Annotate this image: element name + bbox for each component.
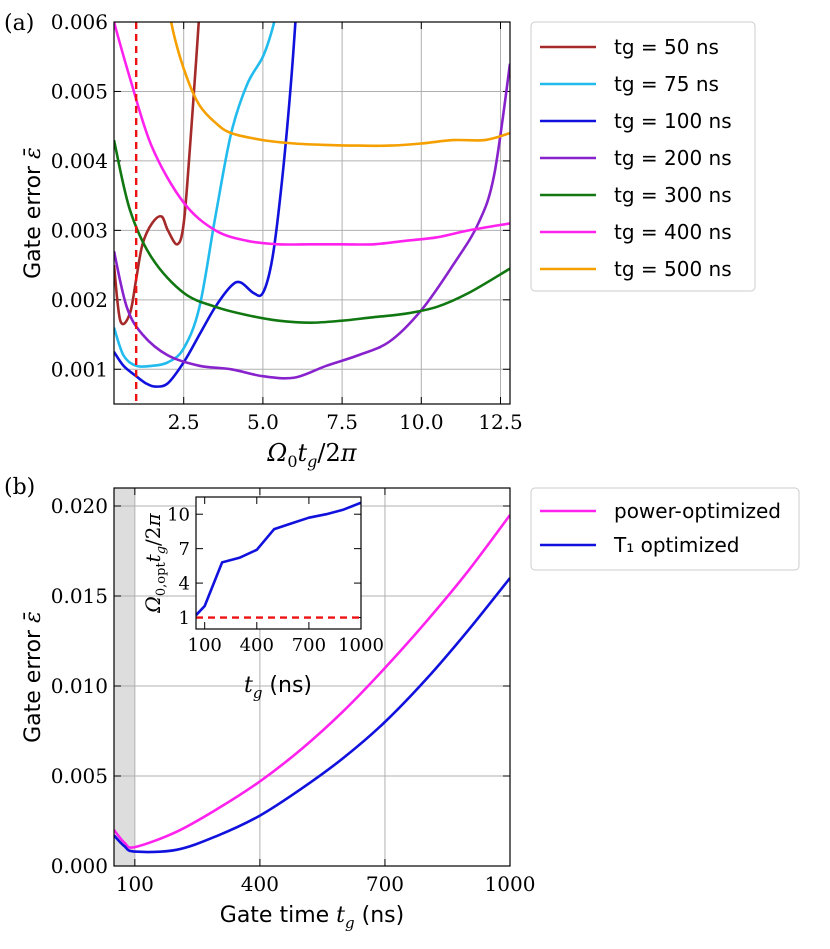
panel-a-ticks: 2.5 5.0 7.5 10.0 12.5 0.001 0.002 0.003 0.004 0.0… (51, 10, 523, 434)
panel-a-background (114, 22, 510, 404)
panel-a-series-line-6 (114, 22, 510, 246)
panel-b-ylabel: Gate error ε̄ (21, 611, 46, 743)
panel-b-xtick-label: 700 (366, 872, 404, 896)
panel-a-xtick-label: 10.0 (399, 410, 444, 434)
inset-ylabel: Ω0,opttg/2π (141, 512, 169, 613)
panel-b-xtick-label: 100 (116, 872, 154, 896)
panel-a-legend: tg = 50 ns tg = 75 ns tg = 100 ns tg = 200 … (530, 21, 756, 292)
panel-a-series-line-5 (114, 139, 510, 324)
inset-xtick-label: 400 (240, 635, 274, 656)
inset-xlabel: tg (ns) (244, 673, 312, 702)
panel-a-legend-label-3: tg = 100 ns (614, 109, 732, 133)
panel-a-legend-label-2: tg = 75 ns (614, 72, 719, 96)
panel-b-ytick-label: 0.020 (51, 494, 108, 518)
panel-b-ytick-label: 0.000 (51, 854, 108, 878)
panel-a-ytick-label: 0.005 (51, 79, 108, 103)
panel-a-label: (a) (4, 11, 34, 36)
panel-b-ytick-label: 0.015 (51, 584, 108, 608)
panel-a-ylabel: Gate error ε̄ (21, 147, 46, 279)
panel-a-legend-label-6: tg = 400 ns (614, 220, 732, 244)
inset-frame (195, 496, 362, 630)
panel-a-legend-label-1: tg = 50 ns (614, 35, 719, 59)
inset-ytick-label: 7 (179, 539, 190, 560)
panel-a-xtick-label: 2.5 (168, 410, 200, 434)
inset-plot (196, 501, 361, 619)
panel-b-ytick-label: 0.010 (51, 674, 108, 698)
inset-xtick-label: 100 (188, 635, 222, 656)
panel-b-legend: power-optimized T₁ optimized (530, 487, 800, 571)
inset-series-line-1 (196, 501, 361, 617)
panel-a-legend-label-4: tg = 200 ns (614, 146, 732, 170)
panel-b-xlabel: Gate time tg (ns) (220, 903, 404, 932)
panel-a-series-line-3 (114, 22, 297, 388)
inset-ticks: 100 400 700 1000 1 4 7 10 (167, 497, 384, 656)
panel-b-legend-label-1: power-optimized (614, 499, 781, 523)
panel-a-xtick-label: 7.5 (326, 410, 358, 434)
inset-xtick-label: 1000 (338, 635, 384, 656)
panel-b-frame (113, 487, 511, 867)
panel-b-series-line-1 (114, 514, 510, 849)
panel-a-plot (114, 22, 510, 404)
panel-a-series-line-2 (114, 22, 276, 369)
panel-a-legend-label-5: tg = 300 ns (614, 183, 732, 207)
inset-ytick-label: 10 (167, 505, 190, 526)
panel-a-xtick-label: 5.0 (247, 410, 279, 434)
panel-a-series-line-7 (169, 22, 510, 148)
inset-ytick-label: 1 (179, 608, 190, 629)
panel-a-series-line-4 (114, 63, 510, 380)
panel-b-ytick-label: 0.005 (51, 764, 108, 788)
panel-a-xtick-label: 12.5 (478, 410, 523, 434)
panel-b-ticks: 100 400 700 1000 0.000 0.005 0.010 0.015 0.020 (51, 488, 536, 896)
panel-a-ytick-label: 0.006 (51, 10, 108, 34)
panel-a-legend-label-7: tg = 500 ns (614, 257, 732, 281)
panel-b: (b) 100 400 700 1000 0.000 0.005 0.010 0.015 0.0… (4, 475, 800, 932)
shaded-region (114, 488, 135, 866)
panel-a-frame (113, 21, 511, 405)
inset-ytick-label: 4 (179, 573, 190, 594)
panel-a-ytick-label: 0.004 (51, 149, 108, 173)
inset: 100 400 700 1000 1 4 7 10 tg (ns) Ω0,opttg/2π (141, 496, 384, 702)
panel-a-ytick-label: 0.001 (51, 357, 108, 381)
panel-b-plot (114, 514, 510, 854)
inset-xtick-label: 700 (292, 635, 326, 656)
panel-b-xtick-label: 1000 (485, 872, 536, 896)
panel-b-label: (b) (4, 475, 35, 500)
panel-b-series-line-2 (114, 577, 510, 854)
panel-b-xtick-label: 400 (241, 872, 279, 896)
panel-a-legend-box (530, 21, 756, 292)
panel-b-legend-label-2: T₁ optimized (613, 533, 739, 557)
panel-a-xlabel: Ω0tg/2π (266, 439, 357, 471)
panel-a-ytick-label: 0.002 (51, 288, 108, 312)
panel-a-ytick-label: 0.003 (51, 218, 108, 242)
panel-b-legend-box (530, 487, 800, 571)
panel-a: (a) 2.5 5.0 7.5 10.0 12.5 0.001 0.002 0.003 0.00… (4, 10, 756, 471)
